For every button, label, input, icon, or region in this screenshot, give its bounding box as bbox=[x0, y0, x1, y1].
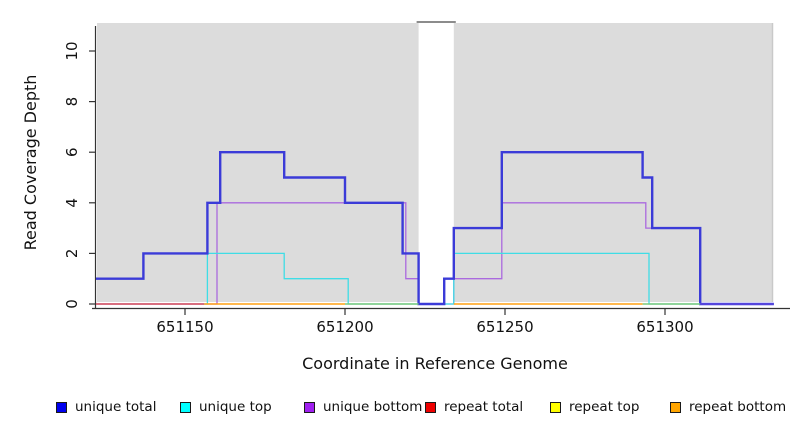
legend-item-repeat-top: repeat top bbox=[550, 399, 639, 415]
masked-region bbox=[418, 23, 454, 302]
y-tick-label: 0 bbox=[63, 299, 81, 309]
x-tick-label: 651200 bbox=[316, 318, 373, 336]
y-tick-label: 2 bbox=[63, 249, 81, 259]
legend-swatch-unique-total bbox=[56, 401, 67, 413]
legend-label: unique bottom bbox=[323, 399, 423, 415]
legend-label: unique top bbox=[199, 399, 272, 415]
legend-swatch-unique-top bbox=[180, 401, 191, 413]
legend-item-repeat-total: repeat total bbox=[425, 399, 523, 415]
x-tick-label: 651250 bbox=[476, 318, 533, 336]
legend-label: repeat total bbox=[444, 399, 524, 415]
legend-swatch-unique-bottom bbox=[304, 401, 315, 413]
legend-label: repeat bottom bbox=[689, 399, 787, 415]
series-unique-total bbox=[96, 151, 774, 306]
legend-swatch-repeat-total bbox=[425, 401, 436, 413]
legend-item-unique-total: unique total bbox=[56, 399, 156, 415]
legend-swatch-repeat-bottom bbox=[670, 401, 681, 413]
y-tick-label: 4 bbox=[63, 198, 81, 208]
y-axis-title: Read Coverage Depth bbox=[21, 75, 40, 251]
legend-label: unique total bbox=[75, 399, 157, 415]
legend-item-unique-top: unique top bbox=[180, 399, 272, 415]
x-tick-label: 651300 bbox=[636, 318, 693, 336]
x-axis-title: Coordinate in Reference Genome bbox=[302, 354, 568, 373]
y-tick-label: 10 bbox=[63, 41, 81, 60]
y-tick-label: 6 bbox=[63, 147, 81, 157]
y-tick-label: 8 bbox=[63, 97, 81, 107]
legend-swatch-repeat-top bbox=[550, 401, 561, 413]
legend-item-repeat-bottom: repeat bottom bbox=[670, 399, 786, 415]
legend: unique total unique top unique bottom re… bbox=[0, 399, 792, 419]
series-unique-top bbox=[96, 252, 774, 305]
coverage-chart: 651150 651200 651250 651300 0 2 4 6 8 10 Coordinat… bbox=[21, 21, 790, 373]
legend-label: repeat top bbox=[569, 399, 640, 415]
x-tick-label: 651150 bbox=[156, 318, 213, 336]
legend-item-unique-bottom: unique bottom bbox=[304, 399, 422, 415]
